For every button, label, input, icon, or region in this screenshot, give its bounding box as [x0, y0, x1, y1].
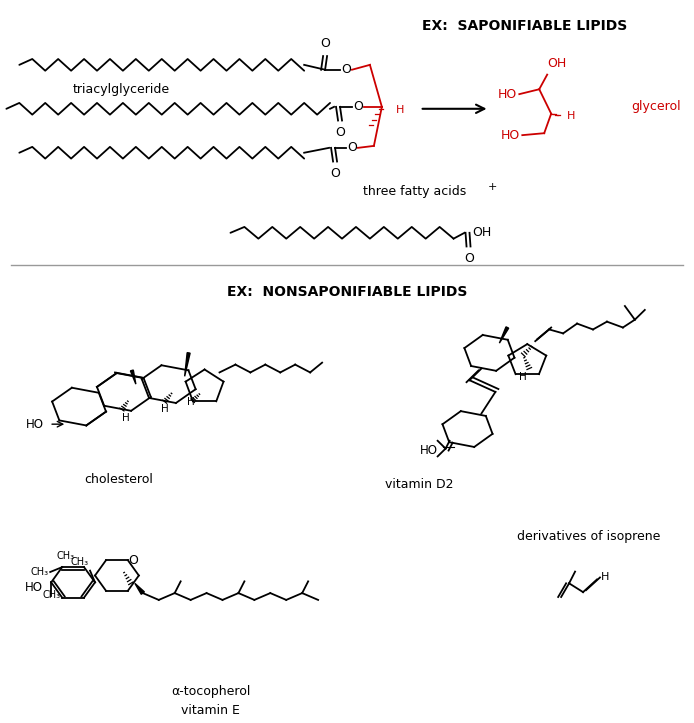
- Text: HO: HO: [501, 129, 520, 142]
- Text: OH: OH: [473, 226, 492, 239]
- Text: O: O: [128, 555, 138, 568]
- Text: O: O: [330, 168, 340, 180]
- Text: cholesterol: cholesterol: [85, 474, 153, 487]
- Text: CH₃: CH₃: [42, 590, 60, 600]
- Text: triacylglyceride: triacylglyceride: [72, 82, 169, 95]
- Text: O: O: [341, 63, 351, 76]
- Polygon shape: [130, 370, 136, 384]
- Text: HO: HO: [498, 87, 517, 100]
- Text: H: H: [519, 372, 527, 382]
- Text: CH₃: CH₃: [71, 557, 89, 567]
- Text: HO: HO: [420, 444, 438, 457]
- Text: CH₃: CH₃: [30, 567, 48, 577]
- Text: O: O: [464, 252, 475, 265]
- Text: EX:  SAPONIFIABLE LIPIDS: EX: SAPONIFIABLE LIPIDS: [422, 19, 627, 33]
- Polygon shape: [500, 327, 509, 343]
- Text: O: O: [320, 37, 330, 50]
- Text: three fatty acids: three fatty acids: [363, 185, 466, 198]
- Text: EX:  NONSAPONIFIABLE LIPIDS: EX: NONSAPONIFIABLE LIPIDS: [227, 285, 467, 299]
- Text: +: +: [487, 182, 497, 192]
- Text: HO: HO: [26, 418, 44, 431]
- Text: derivatives of isoprene: derivatives of isoprene: [517, 530, 661, 543]
- Polygon shape: [135, 583, 144, 594]
- Text: CH₃: CH₃: [56, 551, 74, 561]
- Polygon shape: [185, 353, 190, 377]
- Text: H: H: [122, 414, 130, 424]
- Text: HO: HO: [25, 581, 43, 594]
- Text: H: H: [601, 573, 609, 583]
- Text: H: H: [396, 105, 404, 115]
- Text: glycerol: glycerol: [631, 100, 681, 114]
- Text: α-tocopherol
vitamin E: α-tocopherol vitamin E: [171, 685, 251, 717]
- Text: OH: OH: [547, 56, 566, 69]
- Text: H: H: [187, 397, 194, 407]
- Text: O: O: [347, 142, 357, 154]
- Text: H: H: [161, 403, 169, 414]
- Text: vitamin D2: vitamin D2: [385, 478, 454, 491]
- Text: O: O: [335, 127, 345, 140]
- Text: O: O: [353, 100, 363, 114]
- Text: H: H: [567, 111, 575, 121]
